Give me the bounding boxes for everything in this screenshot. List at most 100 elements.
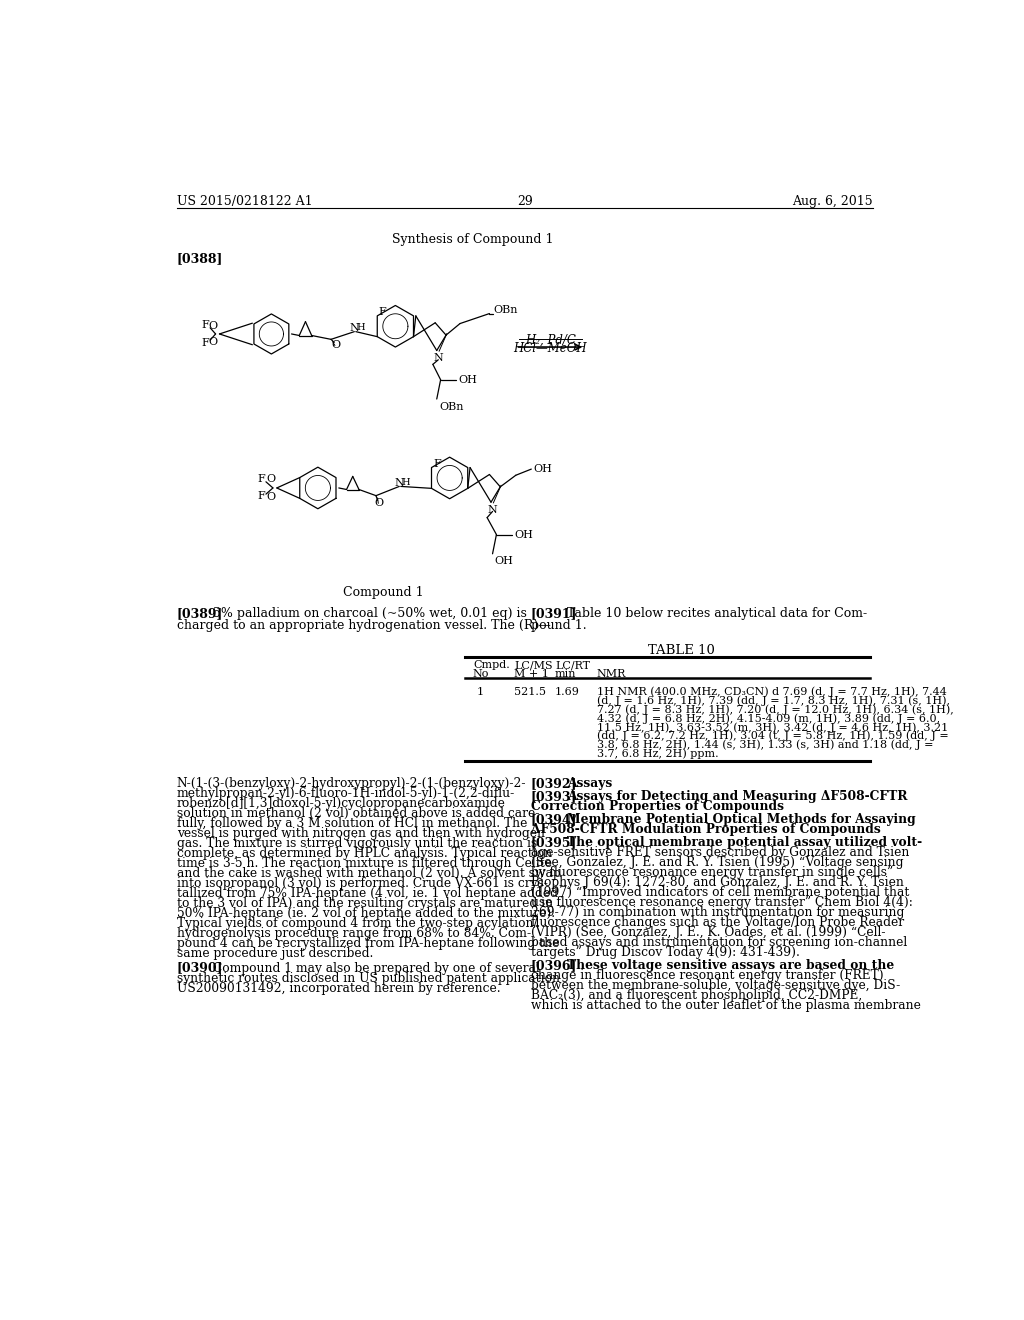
Text: 521.5: 521.5 <box>514 686 546 697</box>
Text: 50% IPA-heptane (ie. 2 vol of heptane added to the mixture).: 50% IPA-heptane (ie. 2 vol of heptane ad… <box>177 907 555 920</box>
Text: OBn: OBn <box>439 401 464 412</box>
Text: OH: OH <box>514 529 534 540</box>
Text: 3.7, 6.8 Hz, 2H) ppm.: 3.7, 6.8 Hz, 2H) ppm. <box>597 748 719 759</box>
Text: M + 1: M + 1 <box>514 669 549 678</box>
Text: HCl—MeOH: HCl—MeOH <box>514 342 587 355</box>
Text: N: N <box>394 478 404 487</box>
Text: [0390]: [0390] <box>177 961 223 974</box>
Text: methylpropan-2-yl)-6-fluoro-1H-indol-5-yl)-1-(2,2-diflu-: methylpropan-2-yl)-6-fluoro-1H-indol-5-y… <box>177 787 515 800</box>
Text: pound 1.: pound 1. <box>531 619 587 632</box>
Text: LC/RT: LC/RT <box>555 660 590 671</box>
Text: (1997) “Improved indicators of cell membrane potential that: (1997) “Improved indicators of cell memb… <box>531 886 909 899</box>
Text: LC/MS: LC/MS <box>514 660 553 671</box>
Text: Cmpd.: Cmpd. <box>473 660 510 671</box>
Text: 11.5 Hz, 1H), 3.63-3.52 (m, 3H), 3.42 (d, J = 4.6 Hz, 1H), 3.21: 11.5 Hz, 1H), 3.63-3.52 (m, 3H), 3.42 (d… <box>597 722 948 733</box>
Text: The optical membrane potential assay utilized volt-: The optical membrane potential assay uti… <box>567 836 923 849</box>
Text: O: O <box>375 499 384 508</box>
Text: vessel is purged with nitrogen gas and then with hydrogen: vessel is purged with nitrogen gas and t… <box>177 826 545 840</box>
Text: [0391]: [0391] <box>531 607 578 620</box>
Text: hydrogenolysis procedure range from 68% to 84%. Com-: hydrogenolysis procedure range from 68% … <box>177 927 531 940</box>
Text: N: N <box>433 354 443 363</box>
Text: between the membrane-soluble, voltage-sensitive dye, DiS-: between the membrane-soluble, voltage-se… <box>531 979 900 993</box>
Text: gas. The mixture is stirred vigorously until the reaction is: gas. The mixture is stirred vigorously u… <box>177 837 537 850</box>
Text: F: F <box>202 338 209 348</box>
Text: Membrane Potential Optical Methods for Assaying: Membrane Potential Optical Methods for A… <box>567 813 916 826</box>
Text: H: H <box>401 478 411 487</box>
Text: 269-77) in combination with instrumentation for measuring: 269-77) in combination with instrumentat… <box>531 906 904 919</box>
Text: 1.69: 1.69 <box>555 686 580 697</box>
Text: which is attached to the outer leaflet of the plasma membrane: which is attached to the outer leaflet o… <box>531 999 921 1012</box>
Text: OH: OH <box>459 375 477 384</box>
Text: based assays and instrumentation for screening ion-channel: based assays and instrumentation for scr… <box>531 936 907 949</box>
Text: OBn: OBn <box>494 305 518 314</box>
Text: O: O <box>266 474 275 484</box>
Text: Correction Properties of Compounds: Correction Properties of Compounds <box>531 800 784 813</box>
Text: [0392]: [0392] <box>531 776 578 789</box>
Text: age-sensitive FRET sensors described by Gonzalez and Tsien: age-sensitive FRET sensors described by … <box>531 846 909 859</box>
Text: (VIPR) (See, Gonzalez, J. E., K. Oades, et al. (1999) “Cell-: (VIPR) (See, Gonzalez, J. E., K. Oades, … <box>531 927 886 939</box>
Text: F: F <box>379 308 386 317</box>
Text: N: N <box>349 323 359 333</box>
Text: Table 10 below recites analytical data for Com-: Table 10 below recites analytical data f… <box>567 607 867 620</box>
Text: solution in methanol (2 vol) obtained above is added care-: solution in methanol (2 vol) obtained ab… <box>177 807 540 820</box>
Text: (d, J = 1.6 Hz, 1H), 7.39 (dd, J = 1.7, 8.3 Hz, 1H), 7.31 (s, 1H),: (d, J = 1.6 Hz, 1H), 7.39 (dd, J = 1.7, … <box>597 696 950 706</box>
Text: US 2015/0218122 A1: US 2015/0218122 A1 <box>177 195 312 209</box>
Text: ΔF508-CFTR Modulation Properties of Compounds: ΔF508-CFTR Modulation Properties of Comp… <box>531 822 881 836</box>
Text: to the 3 vol of IPA) and the resulting crystals are matured in: to the 3 vol of IPA) and the resulting c… <box>177 896 553 909</box>
Text: complete, as determined by HPLC analysis. Typical reaction: complete, as determined by HPLC analysis… <box>177 847 552 859</box>
Text: 4.32 (d, J = 6.8 Hz, 2H), 4.15-4.09 (m, 1H), 3.89 (dd, J = 6.0,: 4.32 (d, J = 6.8 Hz, 2H), 4.15-4.09 (m, … <box>597 713 940 723</box>
Text: time is 3-5 h. The reaction mixture is filtered through Celite: time is 3-5 h. The reaction mixture is f… <box>177 857 552 870</box>
Text: [0389]: [0389] <box>177 607 223 620</box>
Text: NMR: NMR <box>597 669 627 678</box>
Text: Assays for Detecting and Measuring ΔF508-CFTR: Assays for Detecting and Measuring ΔF508… <box>567 789 908 803</box>
Text: Biophys J 69(4): 1272-80, and Gonzalez, J. E. and R. Y. Tsien: Biophys J 69(4): 1272-80, and Gonzalez, … <box>531 876 904 890</box>
Text: OH: OH <box>495 557 514 566</box>
Text: 7.27 (d, J = 8.3 Hz, 1H), 7.20 (d, J = 12.0 Hz, 1H), 6.34 (s, 1H),: 7.27 (d, J = 8.3 Hz, 1H), 7.20 (d, J = 1… <box>597 705 953 715</box>
Text: by fluorescence resonance energy transfer in single cells”: by fluorescence resonance energy transfe… <box>531 866 893 879</box>
Text: into isopropanol (3 vol) is performed. Crude VX-661 is crys-: into isopropanol (3 vol) is performed. C… <box>177 876 548 890</box>
Text: use fluorescence resonance energy transfer” Chem Biol 4(4):: use fluorescence resonance energy transf… <box>531 896 912 909</box>
Text: F: F <box>257 491 265 502</box>
Text: H₂, Pd/C: H₂, Pd/C <box>525 334 575 347</box>
Text: F: F <box>257 474 265 484</box>
Text: [0388]: [0388] <box>177 252 223 265</box>
Text: Compound 1 may also be prepared by one of several: Compound 1 may also be prepared by one o… <box>213 961 540 974</box>
Text: N: N <box>487 506 498 515</box>
Text: charged to an appropriate hydrogenation vessel. The (R)—: charged to an appropriate hydrogenation … <box>177 619 551 632</box>
Text: No: No <box>473 669 489 678</box>
Text: change in fluorescence resonant energy transfer (FRET): change in fluorescence resonant energy t… <box>531 969 884 982</box>
Text: Assays: Assays <box>567 776 612 789</box>
Text: 29: 29 <box>517 195 532 209</box>
Text: [0396]: [0396] <box>531 960 578 973</box>
Text: (See, Gonzalez, J. E. and R. Y. Tsien (1995) “Voltage sensing: (See, Gonzalez, J. E. and R. Y. Tsien (1… <box>531 855 903 869</box>
Text: targets” Drug Discov Today 4(9): 431-439).: targets” Drug Discov Today 4(9): 431-439… <box>531 946 800 960</box>
Text: Synthesis of Compound 1: Synthesis of Compound 1 <box>391 234 553 246</box>
Text: min: min <box>555 669 577 678</box>
Text: tallized from 75% IPA-heptane (4 vol, ie. 1 vol heptane added: tallized from 75% IPA-heptane (4 vol, ie… <box>177 887 558 900</box>
Text: H: H <box>356 323 366 333</box>
Text: same procedure just described.: same procedure just described. <box>177 946 373 960</box>
Text: O: O <box>331 339 340 350</box>
Text: and the cake is washed with methanol (2 vol). A solvent swap: and the cake is washed with methanol (2 … <box>177 867 560 880</box>
Text: O: O <box>209 337 218 347</box>
Text: O: O <box>266 492 275 502</box>
Text: OH: OH <box>534 465 553 474</box>
Text: robenzo[d][1,3]dioxol-5-yl)cyclopropanecarboxamide: robenzo[d][1,3]dioxol-5-yl)cyclopropanec… <box>177 797 506 809</box>
Text: Typical yields of compound 4 from the two-step acylation/: Typical yields of compound 4 from the tw… <box>177 917 538 929</box>
Text: TABLE 10: TABLE 10 <box>648 644 715 656</box>
Text: [0394]: [0394] <box>531 813 578 826</box>
Text: BAC₂(3), and a fluorescent phospholipid, CC2-DMPE,: BAC₂(3), and a fluorescent phospholipid,… <box>531 989 862 1002</box>
Text: fully, followed by a 3 M solution of HCl in methanol. The: fully, followed by a 3 M solution of HCl… <box>177 817 527 830</box>
Text: [0393]: [0393] <box>531 789 578 803</box>
Text: O: O <box>209 321 218 331</box>
Text: 1H NMR (400.0 MHz, CD₃CN) d 7.69 (d, J = 7.7 Hz, 1H), 7.44: 1H NMR (400.0 MHz, CD₃CN) d 7.69 (d, J =… <box>597 686 947 697</box>
Text: synthetic routes disclosed in US published patent application: synthetic routes disclosed in US publish… <box>177 972 560 985</box>
Text: Aug. 6, 2015: Aug. 6, 2015 <box>793 195 872 209</box>
Text: F: F <box>202 319 209 330</box>
Text: (dd, J = 6.2, 7.2 Hz, 1H), 3.04 (t, J = 5.8 Hz, 1H), 1.59 (dd, J =: (dd, J = 6.2, 7.2 Hz, 1H), 3.04 (t, J = … <box>597 731 948 742</box>
Text: fluorescence changes such as the Voltage/Ion Probe Reader: fluorescence changes such as the Voltage… <box>531 916 904 929</box>
Text: Compound 1: Compound 1 <box>343 586 424 599</box>
Text: F: F <box>433 459 440 469</box>
Text: N-(1-(3-(benzyloxy)-2-hydroxypropyl)-2-(1-(benzyloxy)-2-: N-(1-(3-(benzyloxy)-2-hydroxypropyl)-2-(… <box>177 776 526 789</box>
Text: 5% palladium on charcoal (~50% wet, 0.01 eq) is: 5% palladium on charcoal (~50% wet, 0.01… <box>213 607 527 620</box>
